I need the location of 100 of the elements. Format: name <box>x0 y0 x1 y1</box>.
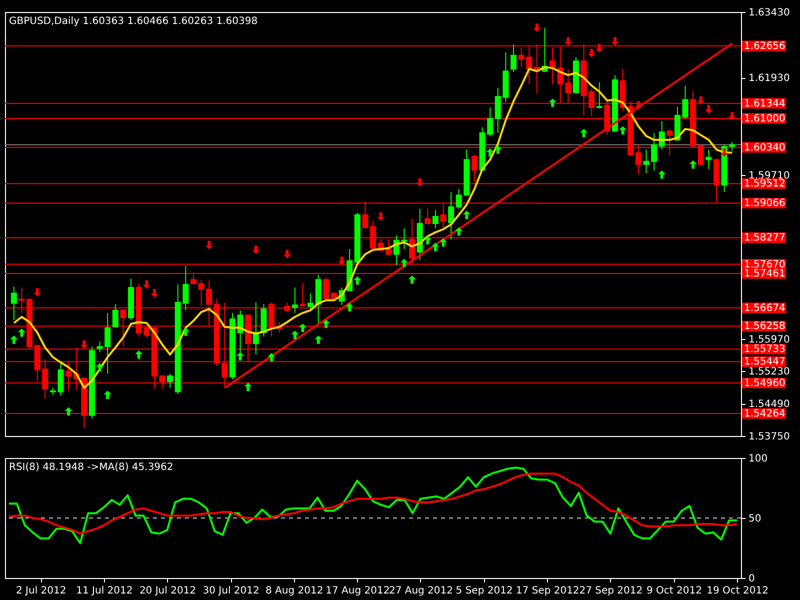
point <box>455 227 463 236</box>
y-tick-label: 1.61930 <box>748 73 790 84</box>
line-series <box>8 472 738 535</box>
ref-line-label: 1.61344 <box>744 98 786 110</box>
point <box>596 44 604 53</box>
ref-line-label: 1.54960 <box>744 378 786 389</box>
candlestick <box>260 304 267 338</box>
point <box>564 37 572 46</box>
point <box>634 101 642 110</box>
x-tick-label: 19 Oct 2012 <box>706 586 768 596</box>
point <box>18 328 26 337</box>
point <box>283 250 291 258</box>
point <box>205 240 213 250</box>
candlestick <box>596 82 602 109</box>
point <box>244 382 252 392</box>
candlestick <box>292 287 298 314</box>
x-tick-label: 8 Aug 2012 <box>266 586 324 596</box>
point <box>462 210 470 219</box>
point <box>314 335 322 344</box>
point <box>268 352 276 362</box>
chart-title: GBPUSD,Daily 1.60363 1.60466 1.60263 1.60398 <box>9 16 258 27</box>
point <box>10 335 18 344</box>
y-tick-label: 50 <box>748 514 762 524</box>
point <box>439 238 448 247</box>
x-tick-label: 2 Jul 2012 <box>16 586 66 596</box>
y-tick-label: 1.55970 <box>748 334 790 346</box>
ref-line-label: 1.54264 <box>744 408 786 420</box>
x-tick-label: 9 Oct 2012 <box>646 586 702 596</box>
ref-line-label: 1.61000 <box>744 113 786 124</box>
point <box>291 330 299 339</box>
ref-line-label: 1.60340 <box>744 142 786 154</box>
ref-line-label: 1.57461 <box>744 268 786 280</box>
y-tick-label: 1.63430 <box>748 8 790 18</box>
y-tick-label: 100 <box>748 454 768 464</box>
point <box>689 160 697 169</box>
point <box>424 236 432 244</box>
candlestick <box>167 373 174 388</box>
point <box>548 98 556 107</box>
y-tick-label: 1.53750 <box>748 432 790 442</box>
point <box>619 126 627 134</box>
candlestick <box>643 149 650 174</box>
x-tick-label: 30 Jul 2012 <box>202 586 260 596</box>
point <box>150 289 158 298</box>
candlestick <box>510 44 517 73</box>
point <box>588 48 596 58</box>
point <box>611 37 619 46</box>
ref-line-label: 1.56258 <box>744 321 786 332</box>
point <box>533 24 541 32</box>
point <box>432 242 440 251</box>
point <box>580 128 588 138</box>
point <box>182 328 190 336</box>
point <box>416 178 424 187</box>
ref-line-label: 1.59066 <box>744 198 786 210</box>
point <box>142 280 150 289</box>
candlestick <box>308 292 314 311</box>
x-tick-label: 5 Sep 2012 <box>456 586 513 596</box>
ref-line-label: 1.58277 <box>744 232 786 244</box>
point <box>338 256 346 265</box>
point <box>346 303 354 312</box>
point <box>720 148 728 157</box>
point <box>697 96 705 105</box>
point <box>104 390 112 400</box>
candlestick <box>682 85 688 119</box>
point <box>80 340 88 349</box>
point <box>408 275 416 284</box>
candlestick <box>424 208 431 225</box>
candlestick <box>432 209 438 229</box>
point <box>486 148 494 157</box>
x-tick-label: 20 Jul 2012 <box>139 586 196 596</box>
x-tick-label: 17 Sep 2012 <box>516 586 580 596</box>
chart-title: RSI(8) 48.1948 ->MA(8) 45.3962 <box>9 462 174 473</box>
ref-line-label: 1.57670 <box>744 259 786 270</box>
point <box>236 352 244 360</box>
point <box>64 407 72 416</box>
x-tick-label: 27 Sep 2012 <box>579 586 643 596</box>
ref-line-label: 1.55447 <box>744 356 786 368</box>
point <box>34 288 42 297</box>
x-tick-label: 17 Aug 2012 <box>326 586 390 596</box>
point <box>704 105 712 114</box>
x-tick-label: 11 Jul 2012 <box>76 586 133 596</box>
ref-line-label: 1.56674 <box>744 302 786 314</box>
point <box>354 276 362 285</box>
candlestick <box>323 276 330 300</box>
point <box>135 350 143 359</box>
candlestick <box>706 149 712 170</box>
candlestick <box>10 286 17 320</box>
point <box>494 145 502 154</box>
y-tick-label: 1.55230 <box>748 366 790 378</box>
point <box>252 246 260 254</box>
candlestick <box>112 304 118 328</box>
y-tick-label: 1.54490 <box>748 399 790 410</box>
point <box>658 170 666 179</box>
point <box>728 112 736 120</box>
point <box>298 324 307 332</box>
candlestick <box>448 192 454 240</box>
ref-line-label: 1.62656 <box>744 40 786 52</box>
y-tick-label: 0 <box>748 574 755 584</box>
candlestick <box>651 132 658 172</box>
ref-line-label: 1.55733 <box>744 344 786 356</box>
point <box>322 320 330 328</box>
